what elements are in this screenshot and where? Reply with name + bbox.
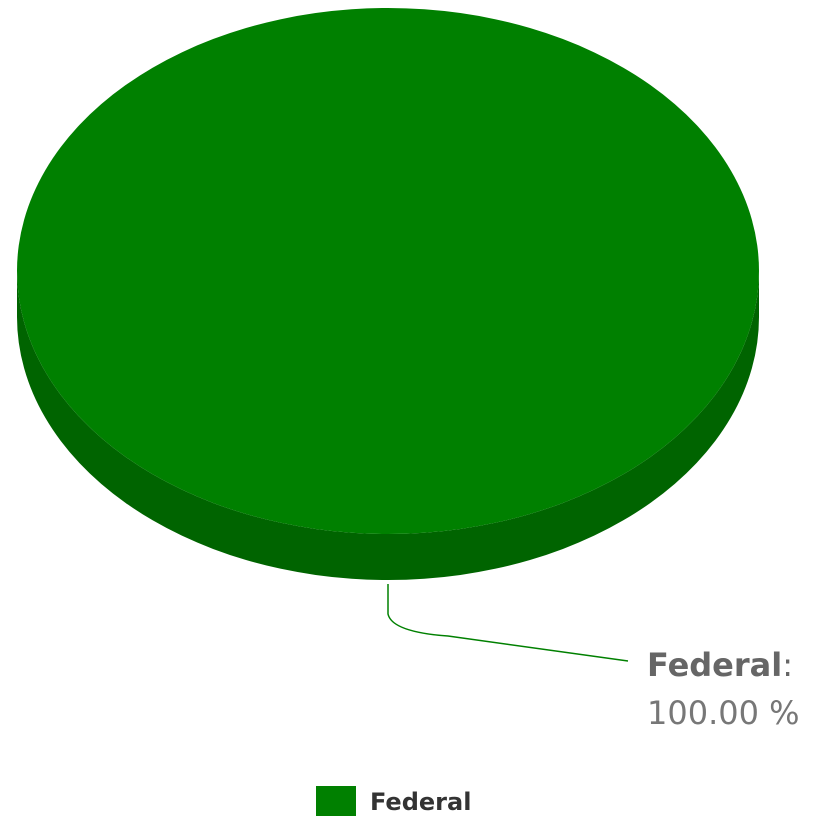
pie-slice-federal[interactable] [17, 8, 759, 534]
legend[interactable]: Federal [316, 786, 471, 816]
legend-item-federal[interactable]: Federal [316, 786, 471, 816]
data-label-layer: Federal: 100.00 % [387, 584, 800, 732]
pie-layer [17, 8, 759, 580]
data-label-connector [387, 584, 629, 662]
data-label-value: 100.00 % [647, 694, 800, 732]
legend-label: Federal [370, 788, 471, 816]
legend-swatch [316, 786, 356, 816]
pie-slice-side-federal [17, 271, 759, 580]
data-label-name: Federal: [647, 646, 793, 684]
